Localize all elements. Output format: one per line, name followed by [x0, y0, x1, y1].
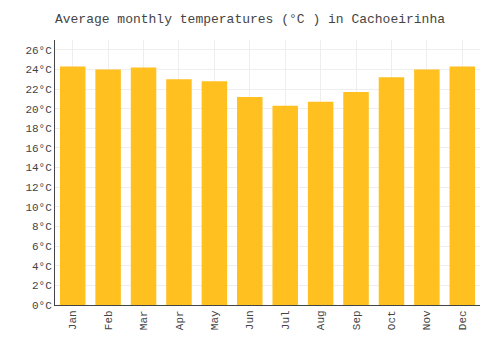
- svg-text:Average monthly temperatures (: Average monthly temperatures (°C ) in Ca…: [55, 12, 445, 27]
- svg-text:10°C: 10°C: [25, 202, 52, 214]
- svg-text:Nov: Nov: [421, 310, 433, 330]
- svg-text:24°C: 24°C: [25, 64, 52, 76]
- svg-text:14°C: 14°C: [25, 162, 52, 174]
- svg-text:Dec: Dec: [457, 310, 469, 330]
- svg-text:22°C: 22°C: [25, 84, 52, 96]
- svg-text:Jun: Jun: [244, 310, 256, 330]
- svg-text:12°C: 12°C: [25, 182, 52, 194]
- svg-text:6°C: 6°C: [32, 241, 52, 253]
- svg-text:Jan: Jan: [67, 310, 79, 330]
- svg-text:Mar: Mar: [138, 310, 150, 330]
- svg-text:8°C: 8°C: [32, 221, 52, 233]
- svg-text:16°C: 16°C: [25, 143, 52, 155]
- svg-text:Jul: Jul: [280, 310, 292, 330]
- svg-text:Aug: Aug: [315, 310, 327, 330]
- svg-text:20°C: 20°C: [25, 104, 52, 116]
- svg-text:May: May: [209, 310, 221, 330]
- svg-text:18°C: 18°C: [25, 123, 52, 135]
- svg-text:Sep: Sep: [351, 310, 363, 330]
- svg-text:2°C: 2°C: [32, 280, 52, 292]
- svg-text:Feb: Feb: [103, 310, 115, 330]
- svg-text:Oct: Oct: [386, 310, 398, 330]
- svg-text:0°C: 0°C: [32, 300, 52, 312]
- svg-text:4°C: 4°C: [32, 261, 52, 273]
- svg-text:Apr: Apr: [174, 310, 186, 330]
- svg-text:26°C: 26°C: [25, 45, 52, 57]
